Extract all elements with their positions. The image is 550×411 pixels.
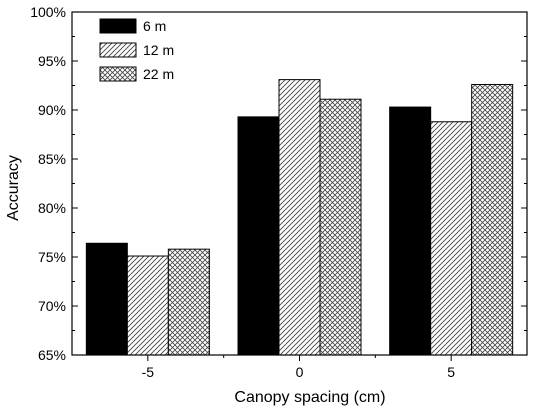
bar-22m-cat0	[167, 248, 210, 356]
legend-label-22m: 22 m	[143, 66, 174, 82]
bar-12m-cat2	[430, 121, 473, 356]
y-axis-label: Accuracy	[5, 155, 22, 221]
y-tick-label: 70%	[38, 298, 66, 314]
legend-swatch-12m	[99, 42, 137, 58]
legend-swatch-6m	[99, 18, 137, 34]
y-tick-label: 65%	[38, 347, 66, 363]
bar-22m-cat2	[471, 84, 514, 356]
bar-12m-cat1	[278, 79, 321, 356]
y-tick-label: 100%	[30, 4, 66, 20]
x-tick-label: 0	[296, 364, 304, 380]
legend-swatch-22m	[99, 66, 137, 82]
bars-group	[85, 79, 514, 356]
x-axis-label: Canopy spacing (cm)	[234, 389, 385, 406]
x-tick-label: 5	[447, 364, 455, 380]
x-tick-label: -5	[142, 364, 155, 380]
axes-group: 65% 70% 75% 80% 85% 90% 95% 100% -5 0 5	[30, 4, 528, 380]
bar-6m-cat1	[237, 116, 280, 356]
legend: 6 m 12 m 22 m	[99, 18, 174, 82]
y-tick-label: 95%	[38, 53, 66, 69]
y-tick-label: 90%	[38, 102, 66, 118]
bar-22m-cat1	[319, 98, 362, 356]
legend-label-6m: 6 m	[143, 18, 166, 34]
y-tick-label: 75%	[38, 249, 66, 265]
legend-label-12m: 12 m	[143, 42, 174, 58]
bar-12m-cat0	[126, 255, 169, 356]
bar-6m-cat0	[85, 242, 128, 356]
y-tick-label: 80%	[38, 200, 66, 216]
y-tick-label: 85%	[38, 151, 66, 167]
bar-6m-cat2	[389, 106, 432, 356]
